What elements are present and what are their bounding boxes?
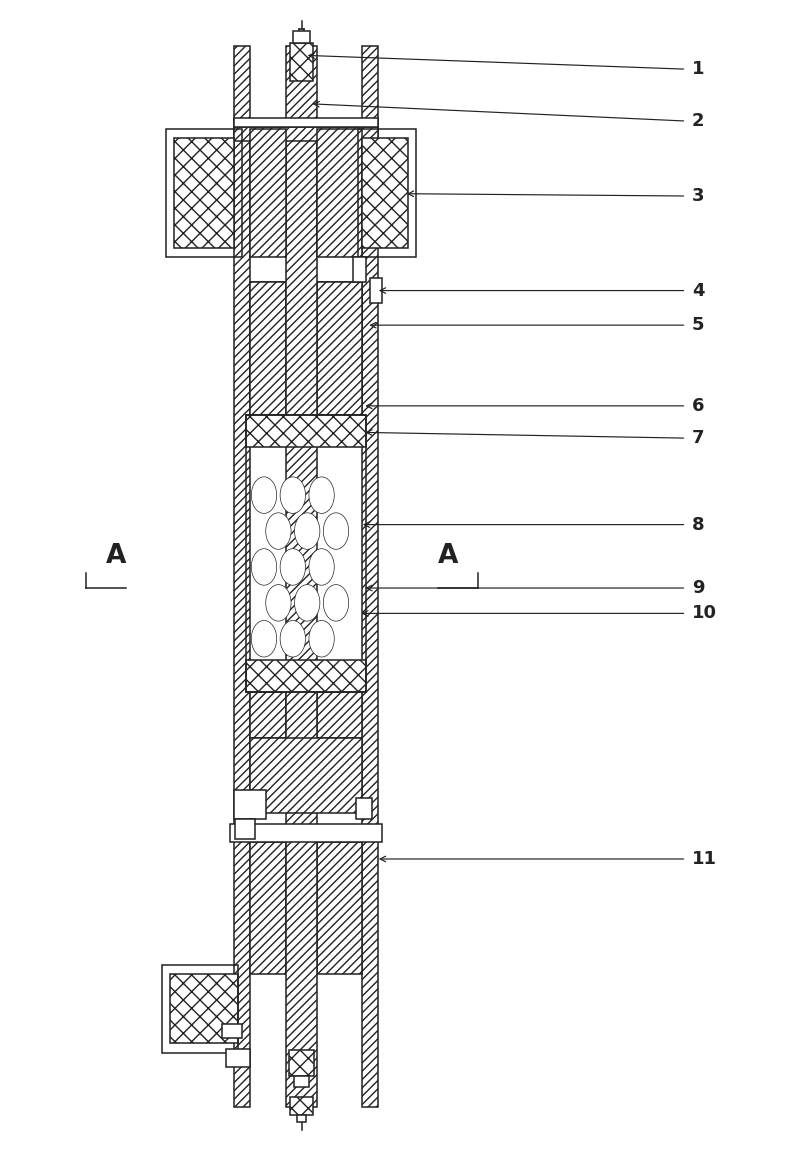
Circle shape — [251, 620, 277, 657]
Bar — [222, 1024, 242, 1038]
Text: 8: 8 — [692, 515, 705, 534]
Circle shape — [309, 549, 334, 586]
Text: A: A — [106, 543, 126, 568]
Circle shape — [251, 549, 277, 586]
Bar — [250, 282, 286, 404]
Text: 11: 11 — [692, 850, 717, 868]
Circle shape — [309, 620, 334, 657]
Bar — [289, 1050, 314, 1076]
Circle shape — [280, 620, 306, 657]
Bar — [290, 43, 313, 81]
Bar — [234, 127, 378, 141]
Bar — [246, 660, 366, 692]
Text: 4: 4 — [692, 281, 705, 300]
Bar — [297, 1115, 306, 1122]
Circle shape — [266, 513, 291, 549]
Circle shape — [294, 513, 320, 549]
Bar — [174, 138, 234, 248]
Text: 6: 6 — [692, 397, 705, 415]
Bar — [290, 1097, 313, 1115]
Bar — [250, 842, 286, 974]
Text: 5: 5 — [692, 316, 705, 334]
Bar — [317, 842, 362, 974]
Bar — [234, 46, 250, 1107]
Bar — [286, 46, 317, 1107]
Circle shape — [280, 477, 306, 513]
Bar — [235, 819, 255, 839]
Bar — [250, 282, 286, 415]
Circle shape — [294, 585, 320, 621]
Bar — [353, 257, 366, 282]
Bar — [370, 278, 382, 303]
Text: 7: 7 — [692, 429, 705, 447]
Circle shape — [323, 513, 349, 549]
Bar — [294, 1076, 309, 1087]
Circle shape — [309, 477, 334, 513]
Text: 9: 9 — [692, 579, 705, 597]
Bar — [250, 738, 362, 813]
Bar — [234, 790, 266, 819]
Bar — [293, 31, 310, 43]
Bar — [317, 282, 362, 404]
Bar — [362, 46, 378, 1107]
Bar — [162, 965, 238, 1053]
Bar — [234, 118, 378, 127]
Bar — [358, 129, 416, 257]
Bar — [170, 974, 238, 1043]
Bar — [226, 1049, 250, 1067]
Circle shape — [266, 585, 291, 621]
Text: 1: 1 — [692, 60, 705, 78]
Circle shape — [251, 477, 277, 513]
Bar — [230, 824, 382, 842]
Text: A: A — [438, 543, 458, 568]
Bar — [356, 798, 372, 819]
Bar — [250, 692, 286, 738]
Bar — [317, 282, 362, 415]
Bar — [246, 415, 366, 447]
Bar — [317, 129, 362, 257]
Text: 3: 3 — [692, 187, 705, 205]
Circle shape — [323, 585, 349, 621]
Bar — [317, 692, 362, 738]
Text: 2: 2 — [692, 112, 705, 130]
Bar — [246, 415, 366, 692]
Circle shape — [280, 549, 306, 586]
Bar — [166, 129, 242, 257]
Bar — [250, 129, 286, 257]
Text: 10: 10 — [692, 604, 717, 623]
Bar — [362, 138, 408, 248]
